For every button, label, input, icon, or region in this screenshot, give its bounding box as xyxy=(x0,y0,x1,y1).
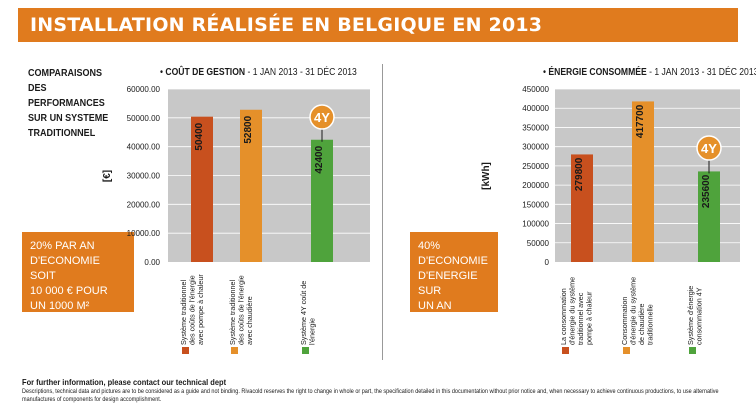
footer-contact: For further information, please contact … xyxy=(22,377,227,387)
y-tick-label: 50000.00 xyxy=(127,114,161,123)
section-divider xyxy=(382,64,383,360)
callout-line: 20% PAR AN xyxy=(30,240,95,252)
legend-text: l'énergie xyxy=(308,318,317,345)
footer-disclaimer: Descriptions, technical data and picture… xyxy=(22,388,719,403)
comparison-heading: COMPARAISONS DES PERFORMANCES SUR UN SYS… xyxy=(28,66,123,141)
comparison-heading-line: SUR UN SYSTEME xyxy=(28,112,109,124)
legend-swatch xyxy=(182,347,189,354)
bar-value-label: 235600 xyxy=(701,174,712,208)
legend-text: La consommation xyxy=(559,288,568,345)
y-axis-label: [€] xyxy=(102,170,113,182)
legend-swatch xyxy=(302,347,309,354)
y-tick-label: 150000 xyxy=(522,200,549,209)
legend-text: Système traditionnel xyxy=(179,279,188,345)
y-tick-label: 60000.00 xyxy=(127,85,161,94)
y-tick-label: 0 xyxy=(545,258,550,267)
bar xyxy=(698,171,720,262)
legend-swatch xyxy=(623,347,630,354)
bar-value-label: 52800 xyxy=(243,115,254,143)
chart-heading: • ÉNERGIE CONSOMMÉE - 1 JAN 2013 - 31 DÉ… xyxy=(543,66,756,77)
y-axis-label: [kWh] xyxy=(481,162,492,190)
y-tick-label: 200000 xyxy=(522,181,549,190)
comparison-heading-line: TRADITIONNEL xyxy=(28,127,96,139)
y-tick-label: 50000 xyxy=(527,239,550,248)
legend-text: des coûts de l'énergie xyxy=(188,275,197,345)
header-banner: INSTALLATION RÉALISÉE EN BELGIQUE EN 201… xyxy=(18,8,738,42)
y-tick-label: 300000 xyxy=(522,143,549,152)
legend-text: d'énergie du système xyxy=(629,277,638,345)
legend-text: avec pompe à chaleur xyxy=(196,274,205,345)
chart-heading: • COÛT DE GESTION - 1 JAN 2013 - 31 DÉC … xyxy=(160,65,357,77)
legend-text: traditionnelle xyxy=(646,304,655,345)
bar xyxy=(571,154,593,262)
chart-cost: • COÛT DE GESTION - 1 JAN 2013 - 31 DÉC … xyxy=(102,65,370,354)
callout-line: UN 1000 M² xyxy=(30,300,90,312)
legend-text: Système d'énergie xyxy=(686,286,695,345)
callout-line: UN AN xyxy=(418,300,452,312)
bar-value-label: 279800 xyxy=(574,157,585,191)
y-tick-label: 0.00 xyxy=(144,258,160,267)
chart-subtitle: 1 JAN 2013 - 31 DÉC 2013 xyxy=(253,66,357,77)
legend-text: avec chaudière xyxy=(245,296,254,345)
chart-title: COÛT DE GESTION xyxy=(165,65,245,77)
chart-bullet: • xyxy=(543,66,548,77)
chart-title: ÉNERGIE CONSOMMÉE xyxy=(548,66,646,77)
comparison-heading-line: COMPARAISONS xyxy=(28,67,103,79)
legend-text: d'énergie du système xyxy=(568,277,577,345)
bar xyxy=(311,139,333,262)
legend-text: des coûts de l'énergie xyxy=(237,275,246,345)
bar-value-label: 50400 xyxy=(194,122,205,150)
legend-text: traditionnel avec xyxy=(576,292,585,345)
savings-callout-cost: 20% PAR AN D'ECONOMIE SOIT 10 000 € POUR… xyxy=(22,232,134,312)
banner-title: INSTALLATION RÉALISÉE EN BELGIQUE EN 201… xyxy=(30,14,543,36)
savings-callout-energy: 40% D'ECONOMIE D'ENERGIE SUR UN AN xyxy=(410,232,498,312)
callout-line: D'ECONOMIE xyxy=(418,255,488,267)
y-tick-label: 40000.00 xyxy=(127,143,161,152)
y-tick-label: 400000 xyxy=(522,104,549,113)
legend-swatch xyxy=(689,347,696,354)
y-tick-label: 100000 xyxy=(522,220,549,229)
badge-text: 4Y xyxy=(314,110,330,125)
legend-text: Consommation xyxy=(620,297,629,345)
badge-text: 4Y xyxy=(701,141,717,156)
legend-text: pompe à chaleur xyxy=(585,291,594,345)
bar-value-label: 417700 xyxy=(635,104,646,138)
badge-4y-icon xyxy=(696,135,722,161)
legend-swatch xyxy=(231,347,238,354)
chart-title-separator: - xyxy=(647,66,655,77)
y-tick-label: 350000 xyxy=(522,123,549,132)
callout-line: 10 000 € POUR xyxy=(30,285,108,297)
callout-line: D'ECONOMIE SOIT xyxy=(30,255,100,282)
callout-line: D'ENERGIE SUR xyxy=(418,270,478,297)
legend-text: Système traditionnel xyxy=(228,279,237,345)
y-tick-label: 10000.00 xyxy=(127,229,161,238)
legend-swatch xyxy=(562,347,569,354)
y-tick-label: 250000 xyxy=(522,162,549,171)
bar-value-label: 42400 xyxy=(314,145,325,173)
legend-text: consommation 4Y xyxy=(695,287,704,345)
y-tick-label: 450000 xyxy=(522,85,549,94)
chart-energy: • ÉNERGIE CONSOMMÉE - 1 JAN 2013 - 31 DÉ… xyxy=(481,66,756,354)
y-tick-label: 20000.00 xyxy=(127,200,161,209)
legend-text: de chaudière xyxy=(637,303,646,345)
bar xyxy=(240,109,262,262)
bar xyxy=(632,101,654,262)
chart-bullet: • xyxy=(160,66,165,77)
chart-title-separator: - xyxy=(245,66,253,77)
chart-subtitle: 1 JAN 2013 - 31 DÉC 2013 xyxy=(654,66,756,77)
bar xyxy=(191,116,213,263)
comparison-heading-line: DES PERFORMANCES xyxy=(28,82,105,109)
callout-line: 40% xyxy=(418,240,441,252)
y-tick-label: 30000.00 xyxy=(127,172,161,181)
legend-text: Système 4Y coût de xyxy=(299,281,308,345)
badge-4y-icon xyxy=(309,104,335,130)
